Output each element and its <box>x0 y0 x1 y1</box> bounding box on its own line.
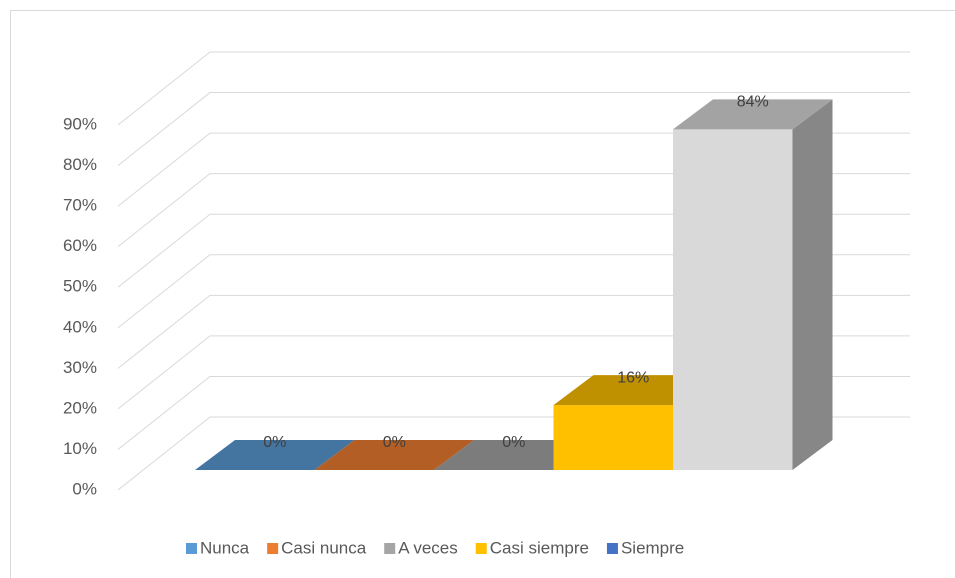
y-tick-label: 20% <box>63 398 97 417</box>
legend-swatch <box>186 543 197 554</box>
y-tick-label: 0% <box>72 479 97 498</box>
y-tick-label: 60% <box>63 236 97 255</box>
legend-swatch <box>606 543 618 554</box>
legend-swatch <box>475 543 487 554</box>
y-tick-label: 50% <box>63 277 97 296</box>
y-tick-label: 40% <box>63 317 97 336</box>
data-label: 16% <box>617 369 649 386</box>
bar-front <box>553 405 673 470</box>
y-tick-label: 90% <box>63 114 97 133</box>
bar-top <box>673 99 833 130</box>
legend-label: Casi siempre <box>490 538 589 557</box>
legend-swatch <box>267 543 279 554</box>
bar-top <box>314 440 474 470</box>
y-tick-label: 80% <box>63 155 97 174</box>
data-label: 0% <box>263 434 286 451</box>
legend-label: A veces <box>398 538 458 557</box>
bar-top <box>195 440 355 470</box>
y-tick-label: 10% <box>63 439 97 458</box>
data-label: 84% <box>737 94 769 111</box>
grid-line <box>117 92 910 166</box>
legend-swatch <box>384 543 396 554</box>
legend-label: Casi nunca <box>281 538 367 557</box>
legend-label: Siempre <box>621 538 684 557</box>
y-tick-label: 30% <box>63 358 97 377</box>
y-tick-label: 70% <box>63 196 97 215</box>
grid-line <box>117 51 910 126</box>
bar-side <box>792 99 833 470</box>
data-label: 0% <box>502 434 525 451</box>
bar-front <box>673 129 793 471</box>
legend-label: Nunca <box>200 538 250 557</box>
data-label: 0% <box>383 434 406 451</box>
